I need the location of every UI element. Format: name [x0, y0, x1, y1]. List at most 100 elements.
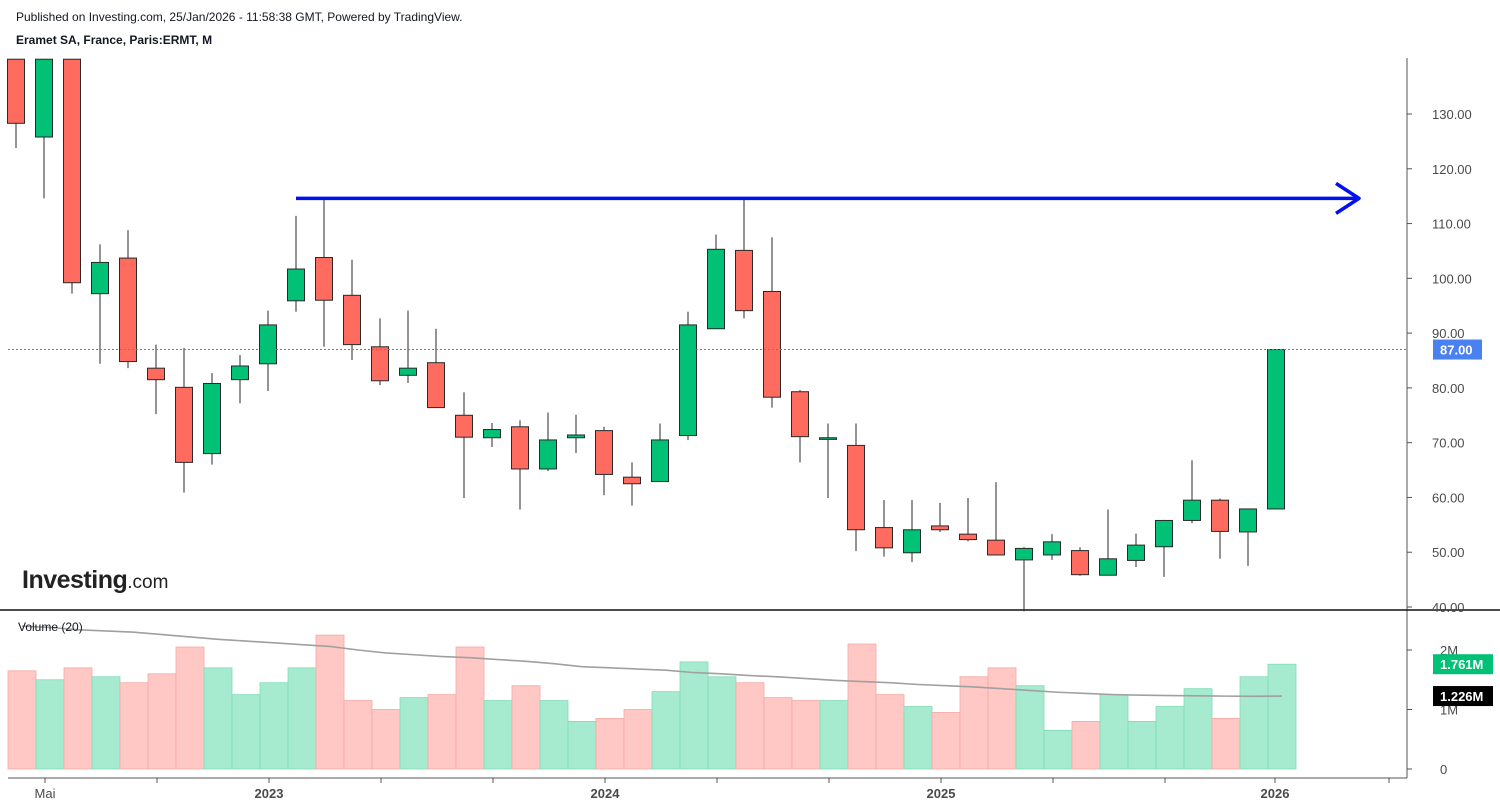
volume-bar[interactable] [1043, 729, 1073, 770]
candle[interactable] [175, 347, 193, 493]
candle[interactable] [707, 234, 725, 330]
candle[interactable] [595, 426, 613, 496]
candle[interactable] [1211, 498, 1229, 559]
candle[interactable] [1239, 508, 1257, 566]
volume-bar[interactable] [847, 643, 877, 770]
candle-body [483, 429, 501, 439]
volume-bar[interactable] [483, 700, 513, 770]
volume-bar[interactable] [1155, 706, 1185, 770]
candle[interactable] [427, 328, 445, 409]
candle[interactable] [735, 198, 753, 319]
volume-bar[interactable] [959, 676, 989, 770]
volume-bar[interactable] [147, 673, 177, 770]
candle[interactable] [763, 237, 781, 408]
candle[interactable] [679, 311, 697, 440]
volume-bar[interactable] [1127, 721, 1157, 770]
volume-bar[interactable] [231, 694, 261, 770]
candle-body [735, 249, 753, 312]
volume-bar[interactable] [259, 682, 289, 770]
candle[interactable] [35, 58, 53, 199]
candle[interactable] [399, 310, 417, 383]
volume-bar[interactable] [875, 694, 905, 770]
volume-bar[interactable] [791, 700, 821, 770]
volume-bar[interactable] [1015, 685, 1045, 770]
volume-bar[interactable] [707, 676, 737, 770]
candle[interactable] [1099, 509, 1117, 576]
volume-bar[interactable] [819, 700, 849, 770]
candle[interactable] [7, 58, 25, 148]
volume-bar[interactable] [511, 685, 541, 770]
volume-bar[interactable] [1267, 663, 1297, 770]
volume-bar[interactable] [91, 676, 121, 770]
candle[interactable] [931, 502, 949, 532]
candle[interactable] [315, 198, 333, 347]
candle[interactable] [511, 420, 529, 510]
candle[interactable] [903, 500, 921, 563]
candle[interactable] [371, 318, 389, 386]
candle[interactable] [455, 392, 473, 498]
price-tick-label: 70.00 [1432, 436, 1465, 451]
volume-bar[interactable] [763, 697, 793, 770]
candle[interactable] [987, 482, 1005, 556]
volume-bar[interactable] [987, 667, 1017, 770]
candle[interactable] [1015, 547, 1033, 612]
volume-bar[interactable] [7, 670, 37, 770]
volume-bar[interactable] [1099, 694, 1129, 770]
candle[interactable] [651, 423, 669, 483]
candle[interactable] [567, 414, 585, 454]
candle[interactable] [1155, 519, 1173, 577]
volume-bar[interactable] [427, 694, 457, 770]
volume-bar[interactable] [119, 682, 149, 770]
volume-bar[interactable] [1211, 718, 1241, 770]
volume-bar[interactable] [343, 700, 373, 770]
candle[interactable] [287, 215, 305, 312]
candle-body [203, 383, 221, 455]
candle[interactable] [119, 230, 137, 369]
candle[interactable] [1071, 547, 1089, 576]
candle-body [623, 476, 641, 485]
candle[interactable] [1183, 460, 1201, 524]
candle[interactable] [231, 355, 249, 404]
candle[interactable] [791, 390, 809, 463]
volume-bar[interactable] [63, 667, 93, 770]
candle[interactable] [623, 462, 641, 506]
candle[interactable] [819, 423, 837, 498]
volume-bar[interactable] [679, 661, 709, 770]
volume-bar[interactable] [371, 709, 401, 770]
volume-bar[interactable] [567, 721, 597, 770]
volume-bar[interactable] [35, 679, 65, 770]
candle[interactable] [63, 58, 81, 294]
volume-bar[interactable] [735, 682, 765, 770]
candle-body [1099, 558, 1117, 576]
candle[interactable] [1127, 533, 1145, 568]
candle[interactable] [875, 500, 893, 557]
volume-bar[interactable] [931, 712, 961, 770]
volume-bar[interactable] [203, 667, 233, 770]
candle[interactable] [1043, 534, 1061, 560]
candle[interactable] [147, 344, 165, 415]
volume-bar[interactable] [1183, 688, 1213, 770]
volume-bar[interactable] [651, 691, 681, 770]
volume-bar[interactable] [399, 697, 429, 770]
volume-bar[interactable] [287, 667, 317, 770]
volume-bar[interactable] [539, 700, 569, 770]
volume-bar[interactable] [903, 706, 933, 770]
volume-bar[interactable] [175, 646, 205, 770]
candle[interactable] [959, 497, 977, 542]
candle[interactable] [343, 259, 361, 360]
volume-bar[interactable] [1239, 676, 1269, 770]
volume-bar[interactable] [595, 718, 625, 770]
candle[interactable] [259, 310, 277, 392]
last-price-label: 87.00 [1440, 343, 1473, 358]
candle[interactable] [91, 244, 109, 364]
volume-bar[interactable] [623, 709, 653, 770]
volume-bar[interactable] [455, 646, 485, 770]
candle[interactable] [1267, 349, 1285, 510]
volume-bar[interactable] [315, 634, 345, 770]
candle[interactable] [847, 423, 865, 552]
volume-bar[interactable] [1071, 721, 1101, 770]
candle[interactable] [203, 373, 221, 465]
candle[interactable] [539, 412, 557, 472]
candle[interactable] [483, 422, 501, 448]
